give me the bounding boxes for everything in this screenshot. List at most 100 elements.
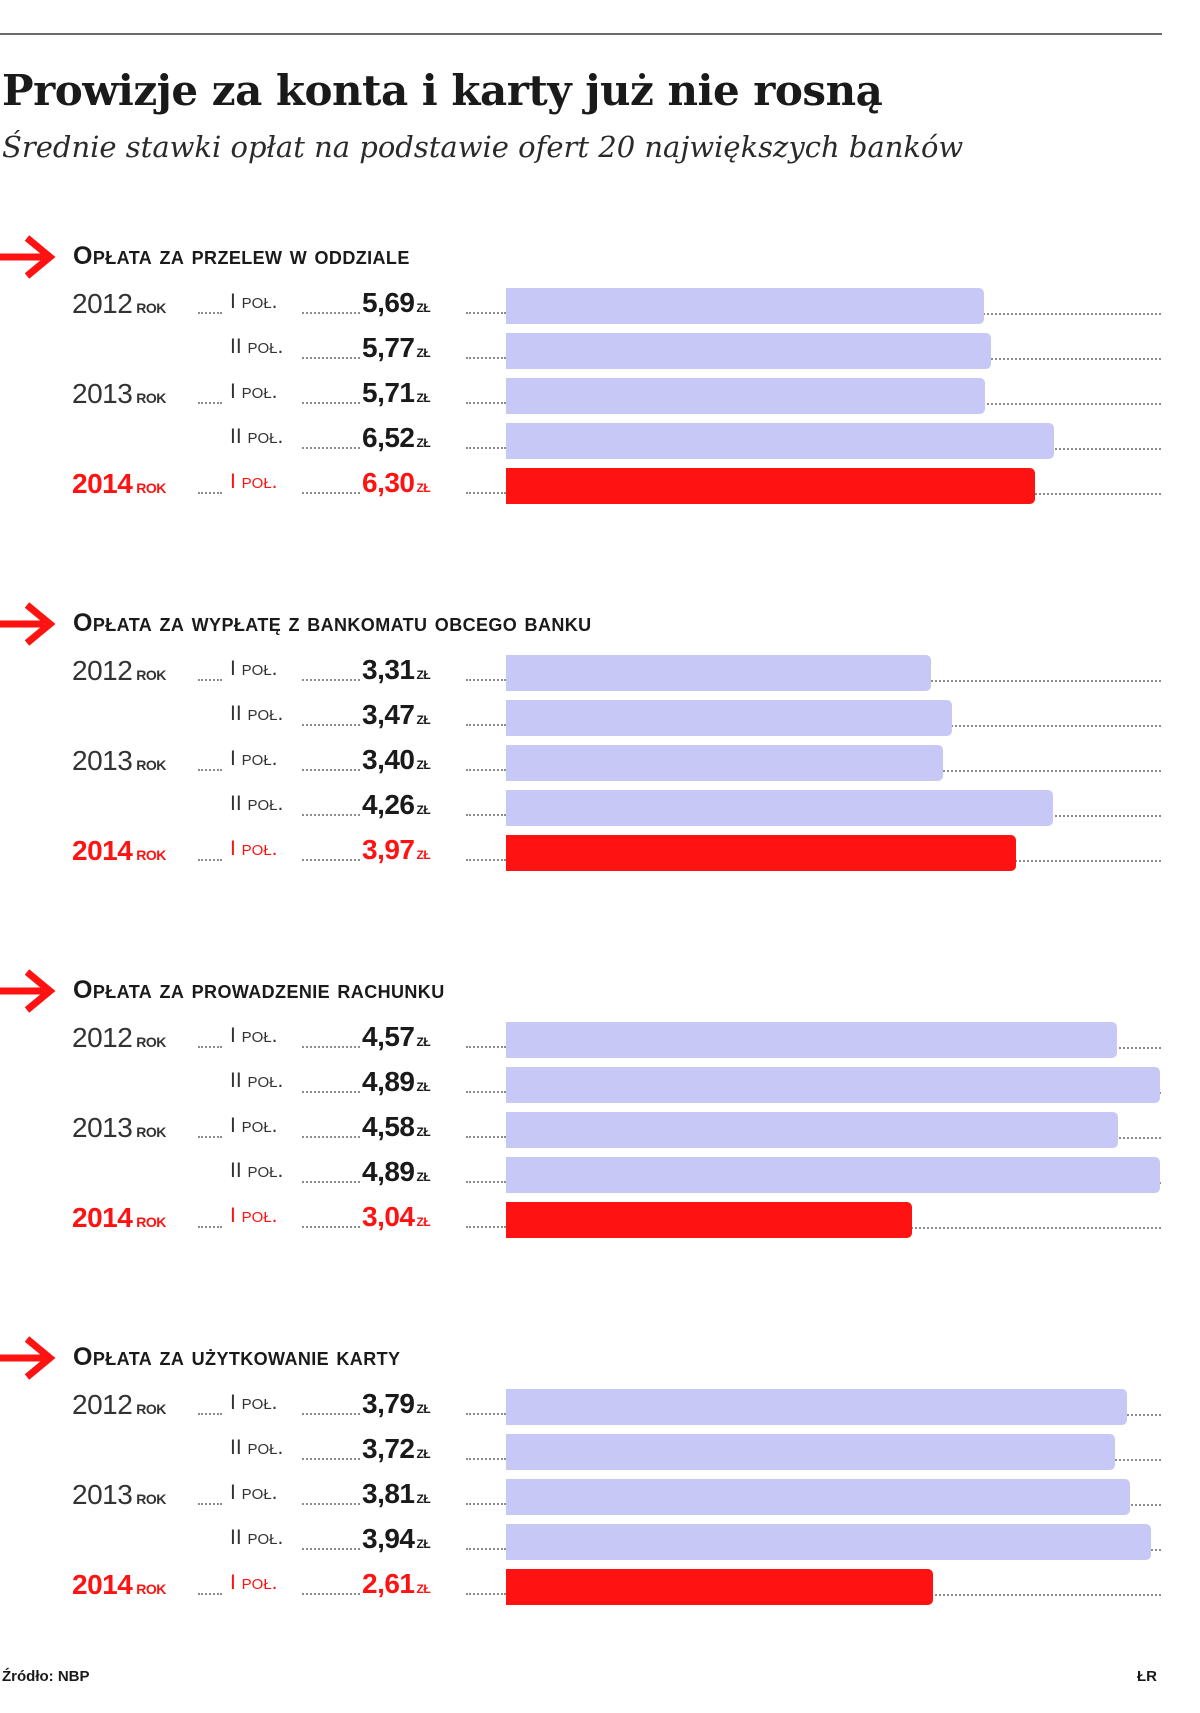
- bar: [506, 423, 1054, 459]
- half-year-label: I poł.: [230, 470, 278, 493]
- year-label: 2014 rok: [72, 835, 166, 867]
- leader-dots: [302, 814, 360, 816]
- bar: [506, 790, 1053, 826]
- value-number: 3,81: [362, 1478, 415, 1509]
- bar: [506, 1157, 1160, 1193]
- year-label: 2013 rok: [72, 745, 166, 777]
- value-number: 4,89: [362, 1156, 415, 1187]
- value-unit: zł: [416, 297, 431, 316]
- year-suffix: rok: [136, 476, 166, 498]
- year-label: 2013 rok: [72, 1479, 166, 1511]
- leader-dots: [302, 1548, 360, 1550]
- bar: [506, 333, 991, 369]
- value-label: 3,79 zł: [362, 1388, 431, 1420]
- bar: [506, 1524, 1151, 1560]
- chart-subtitle: Średnie stawki opłat na podstawie ofert …: [2, 130, 964, 164]
- chart-panel: Opłata za wypłatę z bankomatu obcego ban…: [0, 599, 1170, 899]
- leader-dots: [466, 1181, 506, 1183]
- value-label: 3,97 zł: [362, 834, 431, 866]
- half-year-label: I poł.: [230, 290, 278, 313]
- top-rule: [0, 33, 1162, 35]
- value-label: 3,04 zł: [362, 1201, 431, 1233]
- bar-row: 2013 rok I poł. 3,40 zł: [0, 739, 1170, 783]
- value-label: 4,58 zł: [362, 1111, 431, 1143]
- bar-row: 2014 rok I poł. 3,97 zł: [0, 829, 1170, 873]
- value-number: 5,69: [362, 287, 415, 318]
- value-label: 5,71 zł: [362, 377, 431, 409]
- half-year-label: II poł.: [230, 1526, 284, 1549]
- bar: [506, 1067, 1160, 1103]
- bar: [506, 288, 984, 324]
- year-suffix: rok: [136, 663, 166, 685]
- bar-row: 2013 rok I poł. 5,71 zł: [0, 372, 1170, 416]
- bar-row: 2014 rok I poł. 6,30 zł: [0, 462, 1170, 506]
- value-label: 5,77 zł: [362, 332, 431, 364]
- bar: [506, 1202, 912, 1238]
- value-unit: zł: [416, 1031, 431, 1050]
- value-number: 3,97: [362, 834, 415, 865]
- year-suffix: rok: [136, 386, 166, 408]
- value-label: 3,40 zł: [362, 744, 431, 776]
- leader-dots: [302, 1046, 360, 1048]
- value-unit: zł: [416, 1076, 431, 1095]
- year-label: 2012 rok: [72, 288, 166, 320]
- year-label: 2014 rok: [72, 1569, 166, 1601]
- bar-row: II poł. 6,52 zł: [0, 417, 1170, 461]
- value-label: 4,89 zł: [362, 1066, 431, 1098]
- bar: [506, 1112, 1118, 1148]
- year-suffix: rok: [136, 843, 166, 865]
- value-number: 5,77: [362, 332, 415, 363]
- leader-dots: [466, 1593, 506, 1595]
- leader-dots: [302, 402, 360, 404]
- value-unit: zł: [416, 1398, 431, 1417]
- leader-dots: [466, 859, 506, 861]
- leader-dots: [302, 447, 360, 449]
- half-year-label: I poł.: [230, 1024, 278, 1047]
- value-unit: zł: [416, 342, 431, 361]
- leader-dots: [198, 1503, 222, 1505]
- leader-dots: [302, 769, 360, 771]
- leader-dots: [466, 1503, 506, 1505]
- year-suffix: rok: [136, 1120, 166, 1142]
- year-label: 2013 rok: [72, 378, 166, 410]
- value-unit: zł: [416, 709, 431, 728]
- leader-dots: [466, 679, 506, 681]
- leader-dots: [466, 1548, 506, 1550]
- value-unit: zł: [416, 1166, 431, 1185]
- year-suffix: rok: [136, 1030, 166, 1052]
- value-unit: zł: [416, 387, 431, 406]
- value-label: 3,81 zł: [362, 1478, 431, 1510]
- half-year-label: I poł.: [230, 1391, 278, 1414]
- half-year-label: II poł.: [230, 702, 284, 725]
- leader-dots: [466, 814, 506, 816]
- leader-dots: [302, 492, 360, 494]
- value-label: 4,89 zł: [362, 1156, 431, 1188]
- bar: [506, 835, 1016, 871]
- value-unit: zł: [416, 477, 431, 496]
- value-number: 3,40: [362, 744, 415, 775]
- value-number: 3,31: [362, 654, 415, 685]
- leader-dots: [302, 1503, 360, 1505]
- leader-dots: [198, 1136, 222, 1138]
- value-label: 6,30 zł: [362, 467, 431, 499]
- bar: [506, 468, 1035, 504]
- value-number: 3,79: [362, 1388, 415, 1419]
- bar-row: II poł. 3,94 zł: [0, 1518, 1170, 1562]
- value-unit: zł: [416, 1533, 431, 1552]
- value-number: 6,30: [362, 467, 415, 498]
- leader-dots: [198, 1226, 222, 1228]
- bar-row: II poł. 4,89 zł: [0, 1061, 1170, 1105]
- value-label: 4,57 zł: [362, 1021, 431, 1053]
- leader-dots: [302, 1413, 360, 1415]
- chart-title: Prowizje za konta i karty już nie rosną: [2, 66, 883, 115]
- year-number: 2013: [72, 745, 133, 776]
- value-number: 3,94: [362, 1523, 415, 1554]
- leader-dots: [466, 1091, 506, 1093]
- half-year-label: II poł.: [230, 792, 284, 815]
- year-number: 2014: [72, 1569, 133, 1600]
- chart-panel: Opłata za prowadzenie rachunku 2012 rok I p…: [0, 966, 1170, 1266]
- bar-row: 2012 rok I poł. 3,79 zł: [0, 1383, 1170, 1427]
- value-unit: zł: [416, 1578, 431, 1597]
- panel-title: Opłata za wypłatę z bankomatu obcego ban…: [73, 609, 592, 637]
- bar-row: 2014 rok I poł. 3,04 zł: [0, 1196, 1170, 1240]
